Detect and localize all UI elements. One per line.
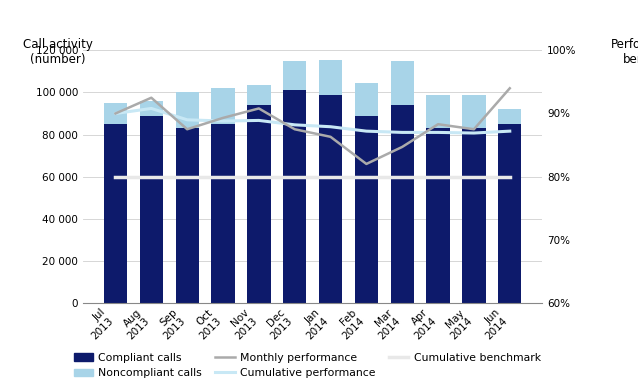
Bar: [104, 103, 127, 124]
Bar: [247, 85, 271, 105]
Bar: [355, 116, 378, 303]
Bar: [140, 116, 163, 303]
Bar: [247, 105, 271, 303]
Bar: [463, 95, 486, 128]
Bar: [283, 90, 306, 303]
Bar: [175, 128, 199, 303]
Bar: [104, 124, 127, 303]
Bar: [211, 124, 235, 303]
Bar: [319, 60, 342, 95]
Bar: [211, 88, 235, 124]
Bar: [498, 109, 521, 124]
Bar: [426, 128, 450, 303]
Bar: [463, 128, 486, 303]
Bar: [283, 61, 306, 90]
Bar: [175, 92, 199, 128]
Text: Call activity
(number): Call activity (number): [23, 38, 93, 66]
Bar: [426, 95, 450, 128]
Bar: [140, 101, 163, 116]
Legend: Compliant calls, Noncompliant calls, Monthly performance, Cumulative performance: Compliant calls, Noncompliant calls, Mon…: [69, 348, 545, 383]
Bar: [390, 61, 414, 105]
Bar: [498, 124, 521, 303]
Bar: [390, 105, 414, 303]
Bar: [319, 95, 342, 303]
Bar: [355, 83, 378, 116]
Text: Performance/
benchmark: Performance/ benchmark: [611, 38, 638, 66]
